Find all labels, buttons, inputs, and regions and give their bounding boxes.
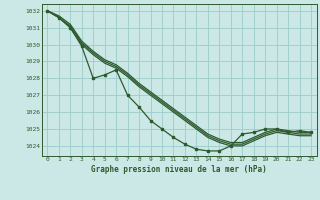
X-axis label: Graphe pression niveau de la mer (hPa): Graphe pression niveau de la mer (hPa): [91, 165, 267, 174]
